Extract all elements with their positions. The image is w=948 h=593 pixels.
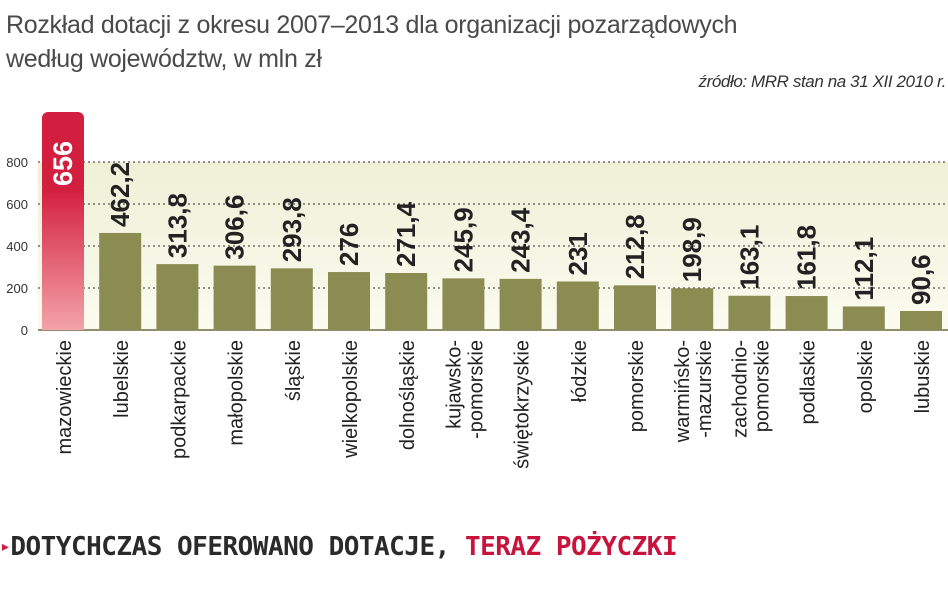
headline: ▸DOTYCHCZAS OFEROWANO DOTACJE, TERAZ POŻ… — [0, 532, 678, 562]
y-tick-label: 0 — [21, 323, 28, 338]
highlight-badge — [42, 112, 84, 192]
category-label: lubuskie — [912, 340, 934, 413]
bar-value-label: 245,9 — [448, 207, 478, 272]
bar — [556, 281, 599, 330]
y-tick-label: 800 — [6, 155, 28, 170]
bar — [671, 288, 714, 330]
bar-value-label: 306,6 — [220, 195, 250, 260]
category-label: pomorskie — [751, 340, 773, 432]
y-tick-label: 600 — [6, 197, 28, 212]
bar-value-label: 271,4 — [391, 201, 421, 267]
bar-value-label: 112,1 — [849, 237, 879, 301]
bar-value-label: 161,8 — [792, 225, 822, 290]
bar — [728, 295, 771, 330]
bar-value-label: 231 — [563, 232, 593, 275]
category-label: lubelskie — [111, 340, 133, 418]
bar — [900, 310, 942, 330]
category-label: -mazurskie — [694, 340, 716, 438]
category-label: opolskie — [855, 340, 877, 413]
y-tick-label: 200 — [6, 281, 28, 296]
bar — [614, 285, 656, 330]
category-label: podlaskie — [798, 340, 820, 425]
category-label: świętokrzyskie — [512, 340, 534, 469]
bar-value-label: 293,8 — [277, 197, 307, 262]
headline-marker-icon: ▸ — [0, 536, 11, 557]
y-tick-label: 400 — [6, 239, 28, 254]
category-label: podkarpackie — [168, 340, 190, 459]
bar-chart: 0 200 400 600 800 656 mazowieckie 462,2 lubelski… — [6, 112, 948, 469]
bar-value-label: 212,8 — [620, 214, 650, 279]
category-label: warmińsko- — [672, 340, 694, 443]
category-label: małopolskie — [226, 340, 248, 446]
category-label: śląskie — [283, 340, 305, 401]
bar — [156, 264, 199, 330]
bar-value-label: 90,6 — [906, 254, 936, 305]
category-label: zachodnio- — [729, 340, 751, 438]
bar — [842, 306, 885, 330]
bar-value-label: 163,1 — [734, 225, 764, 290]
category-label: pomorskie — [626, 340, 648, 432]
bar — [385, 273, 428, 330]
chart-title-line1: Rozkład dotacji z okresu 2007–2013 dla o… — [6, 11, 738, 39]
bar — [499, 278, 542, 330]
bar-value-label: 462,2 — [105, 162, 135, 227]
headline-part1: DOTYCHCZAS OFEROWANO DOTACJE, — [10, 532, 465, 562]
headline-part2: TERAZ POŻYCZKI — [464, 532, 678, 562]
source-note: źródło: MRR stan na 31 XII 2010 r. — [698, 72, 946, 91]
category-label: kujawsko- — [443, 340, 465, 429]
category-label: łódzkie — [569, 340, 591, 402]
bar-value-label: 656 — [48, 141, 78, 186]
category-label: -pomorskie — [465, 340, 487, 439]
bar — [442, 278, 485, 330]
bar-value-label: 276 — [334, 223, 364, 266]
bar — [42, 188, 84, 330]
bar — [785, 296, 828, 330]
category-label: wielkopolskie — [340, 340, 362, 459]
bar — [328, 272, 370, 330]
bar-value-label: 313,8 — [162, 193, 192, 258]
chart-title-line2: według województw, w mln zł — [6, 45, 322, 73]
bar — [213, 265, 256, 330]
chart-title: Rozkład dotacji z okresu 2007–2013 dla o… — [6, 8, 738, 76]
bar — [270, 268, 313, 330]
bar-value-label: 198,9 — [677, 217, 707, 282]
category-label: mazowieckie — [54, 340, 76, 454]
category-label: dolnośląskie — [397, 340, 419, 450]
bar-value-label: 243,4 — [506, 207, 536, 273]
bar — [99, 232, 142, 330]
